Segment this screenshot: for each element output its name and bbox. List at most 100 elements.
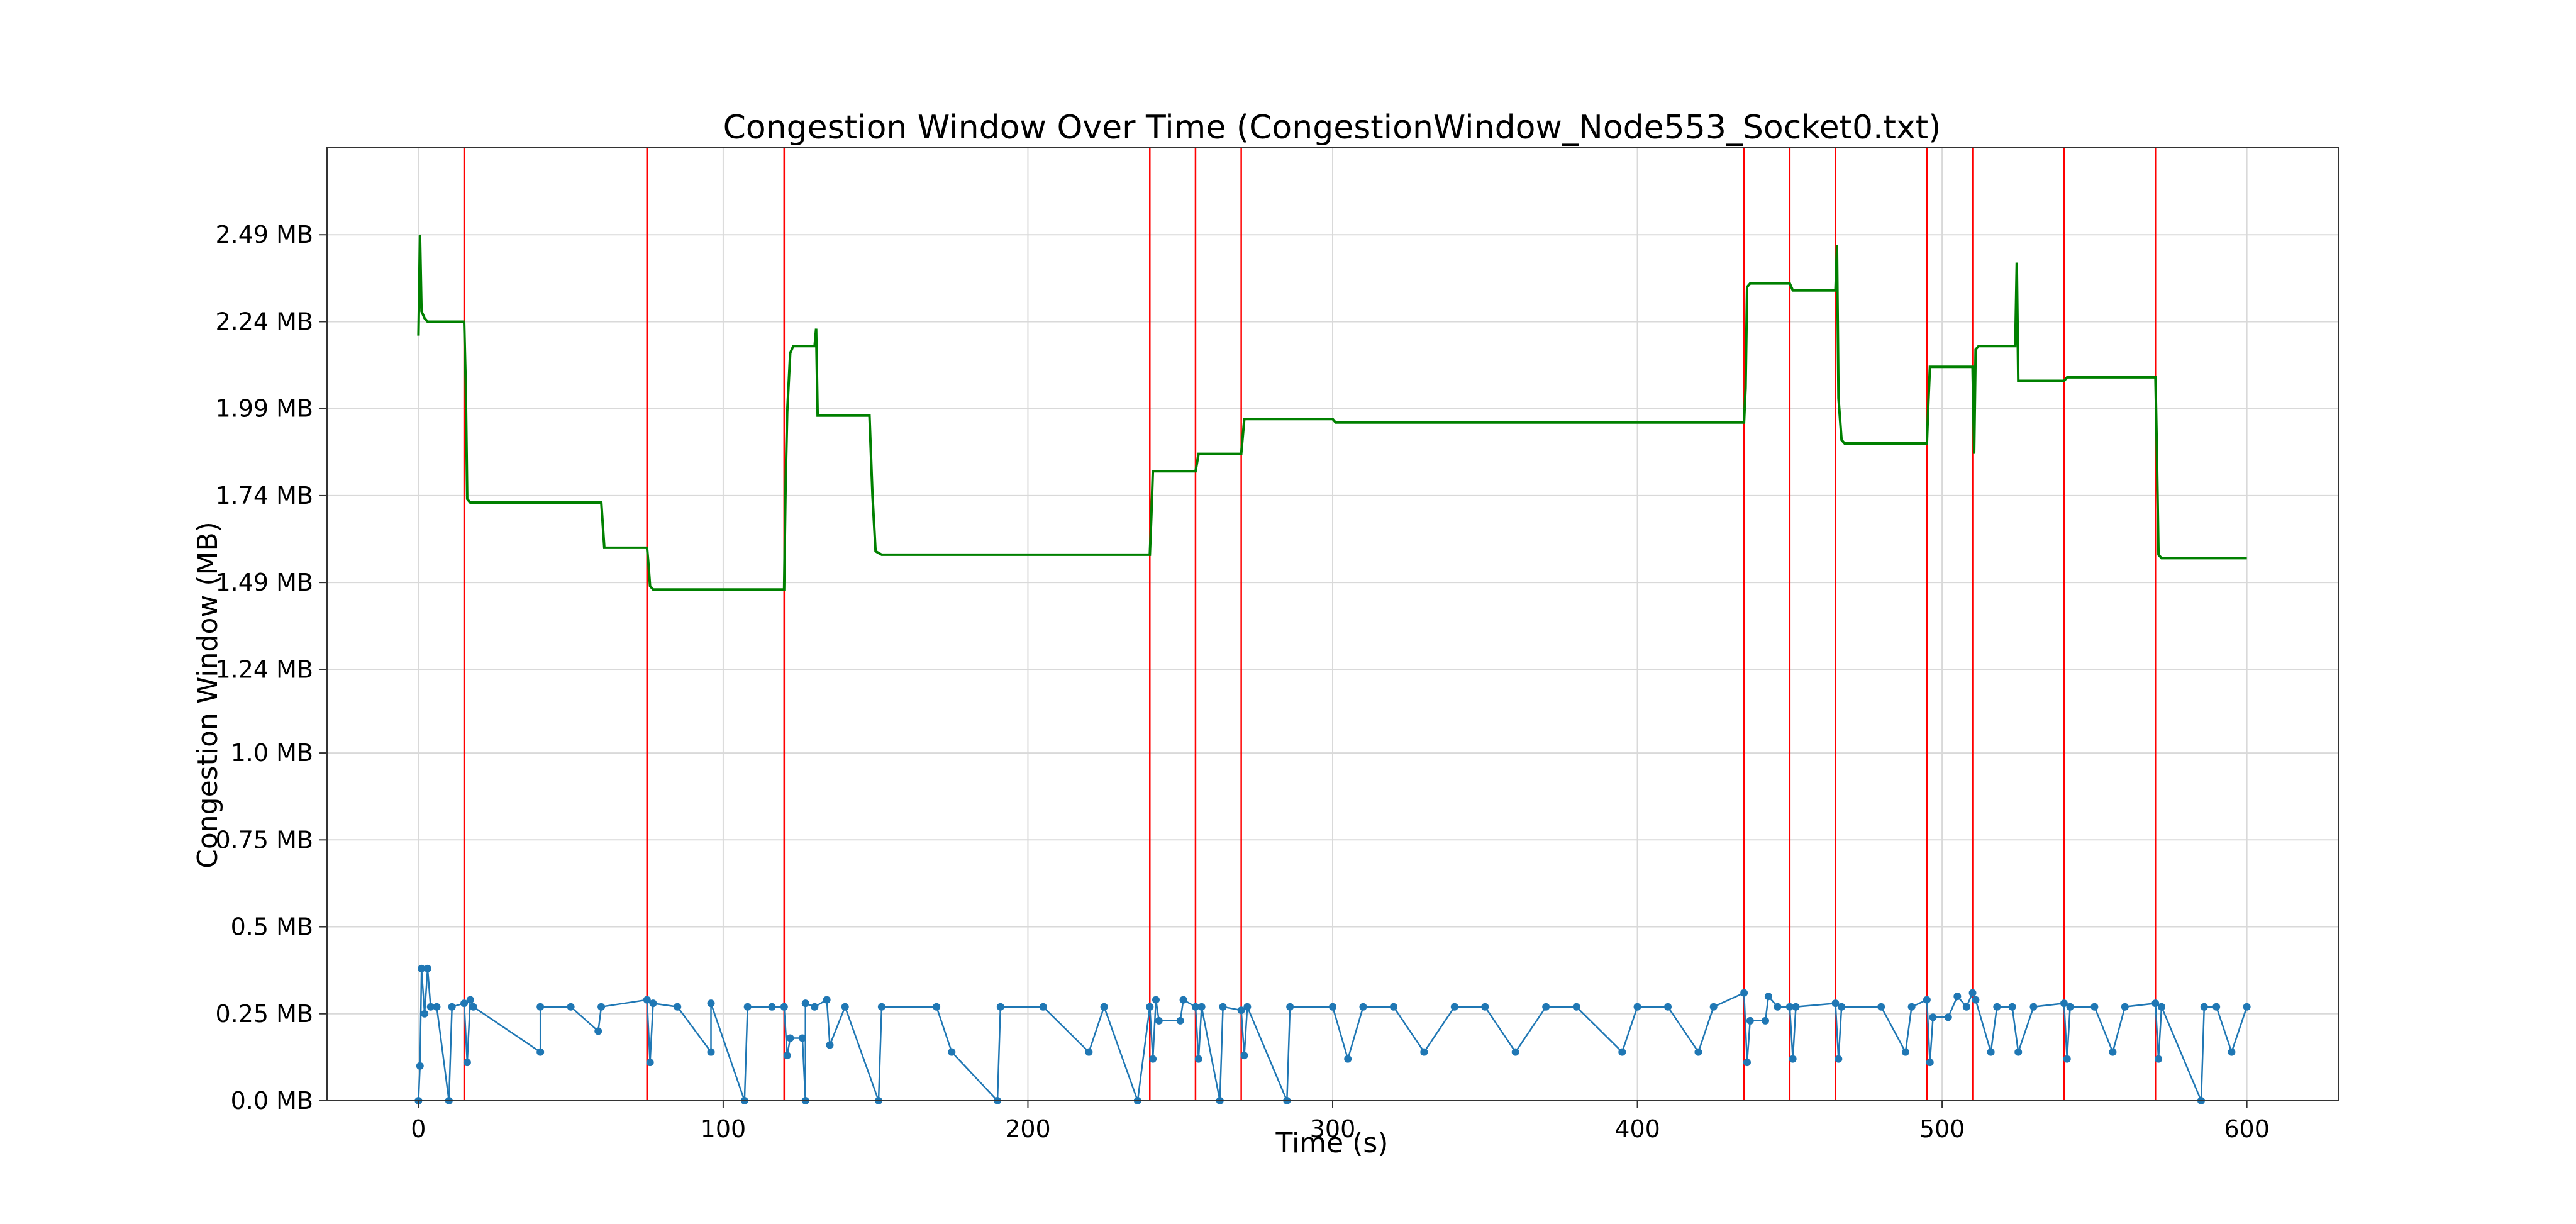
rtt-series-point xyxy=(1764,993,1772,1001)
rtt-series-point xyxy=(2155,1055,2163,1063)
rtt-series-point xyxy=(1746,1016,1754,1025)
rtt-series-point xyxy=(1146,1003,1154,1011)
rtt-series-point xyxy=(2060,999,2068,1008)
rtt-series-point xyxy=(2212,1003,2221,1011)
rtt-series-point xyxy=(1085,1048,1093,1056)
rtt-series-point xyxy=(567,1003,575,1011)
rtt-series-point xyxy=(1740,989,1748,997)
x-tick-label: 200 xyxy=(1005,1115,1051,1143)
rtt-series-point xyxy=(1792,1003,1800,1011)
rtt-series-point xyxy=(1923,996,1931,1004)
cwnd-series-line xyxy=(417,235,2247,591)
y-tick-label: 1.49 MB xyxy=(215,569,313,596)
rtt-series-point xyxy=(743,1003,752,1011)
rtt-series-point xyxy=(2066,1003,2074,1011)
rtt-series-point xyxy=(466,996,474,1004)
rtt-series-point xyxy=(1618,1048,1626,1056)
rtt-series-point xyxy=(674,1003,682,1011)
rtt-series-point xyxy=(646,1059,654,1067)
rtt-series-point xyxy=(433,1003,441,1011)
rtt-series-point xyxy=(1179,996,1187,1004)
y-tick-label: 1.0 MB xyxy=(231,739,313,767)
y-tick-label: 1.74 MB xyxy=(215,482,313,509)
rtt-series-point xyxy=(594,1027,602,1035)
rtt-series-point xyxy=(1219,1003,1227,1011)
rtt-series-point xyxy=(1743,1059,1751,1067)
rtt-series-point xyxy=(707,1048,715,1056)
rtt-series-point xyxy=(707,999,715,1008)
rtt-series-point xyxy=(2008,1003,2016,1011)
y-tick-label: 0.25 MB xyxy=(215,1000,313,1028)
rtt-series-point xyxy=(1987,1048,1995,1056)
x-axis-label: Time (s) xyxy=(1275,1127,1389,1159)
rtt-series-point xyxy=(1835,1055,1843,1063)
y-tick-label: 0.0 MB xyxy=(231,1087,313,1115)
rtt-series-point xyxy=(536,1003,545,1011)
rtt-series-point xyxy=(1926,1059,1934,1067)
rtt-series-point xyxy=(1838,1003,1846,1011)
rtt-series-point xyxy=(416,1062,424,1070)
rtt-series-point xyxy=(1785,1003,1794,1011)
y-tick-label: 0.5 MB xyxy=(231,913,313,941)
rtt-series-point xyxy=(1194,1055,1202,1063)
rtt-series-point xyxy=(768,1003,776,1011)
y-tick-label: 2.49 MB xyxy=(215,221,313,248)
chart-title: Congestion Window Over Time (CongestionW… xyxy=(723,109,1941,147)
rtt-series-point xyxy=(823,996,831,1004)
rtt-series-point xyxy=(811,1003,819,1011)
rtt-series-point xyxy=(1972,996,1980,1004)
rtt-series-point xyxy=(1633,1003,1641,1011)
grid-lines xyxy=(327,148,2338,1101)
rtt-series-point xyxy=(1450,1003,1458,1011)
rtt-series-point xyxy=(1243,1003,1252,1011)
rtt-series-point xyxy=(649,999,657,1008)
x-tick-label: 500 xyxy=(1919,1115,1965,1143)
rtt-series-point xyxy=(1237,1006,1245,1015)
x-axis-ticks: 0 100 200 300 400 500 600 xyxy=(411,1101,2270,1143)
rtt-series-point xyxy=(2014,1048,2023,1056)
rtt-series-point xyxy=(418,964,426,972)
rtt-series-point xyxy=(1420,1048,1428,1056)
rtt-series-point xyxy=(1993,1003,2001,1011)
rtt-series-point xyxy=(1176,1016,1184,1025)
rtt-series-point xyxy=(996,1003,1004,1011)
rtt-series-point xyxy=(780,1003,788,1011)
rtt-series-point xyxy=(469,1003,477,1011)
rtt-series-point xyxy=(1709,1003,1718,1011)
rtt-series-point xyxy=(1155,1016,1163,1025)
x-tick-label: 300 xyxy=(1310,1115,1356,1143)
rtt-series-point xyxy=(798,1034,806,1042)
rtt-series-point xyxy=(1191,1003,1199,1011)
y-tick-label: 1.24 MB xyxy=(215,655,313,683)
rtt-series-point xyxy=(421,1010,429,1018)
rtt-series-point xyxy=(597,1003,606,1011)
rtt-series-point xyxy=(1286,1003,1294,1011)
rtt-series-point xyxy=(877,1003,886,1011)
rtt-series-point xyxy=(1774,1003,1782,1011)
rtt-series-point xyxy=(2063,1055,2071,1063)
rtt-series-point xyxy=(1240,1052,1248,1060)
rtt-series-point xyxy=(1944,1013,1952,1021)
y-tick-label: 1.99 MB xyxy=(215,395,313,423)
rtt-series-point xyxy=(426,1003,435,1011)
rtt-series-point xyxy=(1962,1003,1970,1011)
rtt-series-point xyxy=(2151,999,2160,1008)
rtt-series-point xyxy=(1762,1016,1770,1025)
rtt-series-point xyxy=(463,1059,471,1067)
rtt-series-point xyxy=(1901,1048,1909,1056)
x-tick-label: 100 xyxy=(701,1115,747,1143)
x-tick-label: 400 xyxy=(1614,1115,1660,1143)
y-axis-label: Congestion Window (MB) xyxy=(192,521,224,869)
rtt-series-point xyxy=(1968,989,1977,997)
rtt-series-point xyxy=(2109,1048,2117,1056)
rtt-series-point xyxy=(2029,1003,2038,1011)
rtt-series-point xyxy=(1152,996,1160,1004)
rtt-series-point xyxy=(2200,1003,2208,1011)
rtt-series-point xyxy=(826,1041,834,1049)
rtt-series-point xyxy=(423,964,431,972)
rtt-series-point xyxy=(1907,1003,1916,1011)
y-axis-ticks: 0.0 MB 0.25 MB 0.5 MB 0.75 MB 1.0 MB 1.24 MB 1… xyxy=(215,221,327,1115)
rtt-series-point xyxy=(1389,1003,1397,1011)
rtt-series-point xyxy=(1694,1048,1702,1056)
